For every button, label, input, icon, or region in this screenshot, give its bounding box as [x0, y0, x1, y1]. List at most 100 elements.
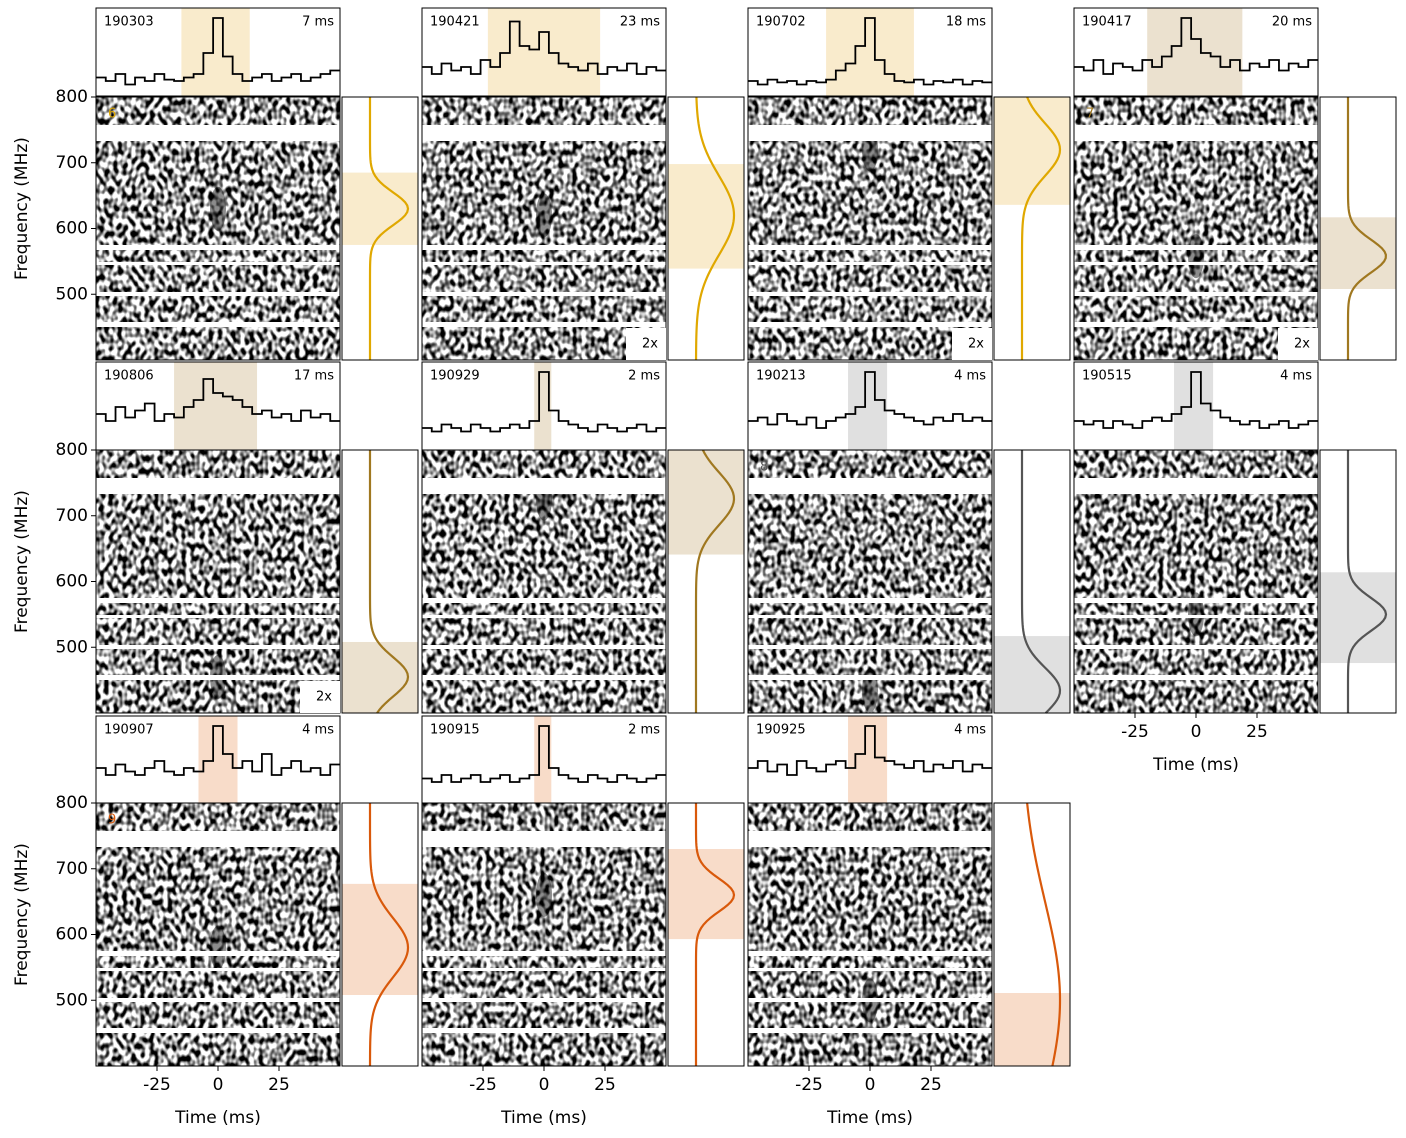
masked-channel: [422, 322, 666, 327]
x-tick-label: 0: [539, 1075, 550, 1095]
waterfall-frame: [1073, 96, 1319, 361]
masked-channel: [748, 262, 992, 265]
masked-channel: [96, 675, 340, 680]
scale-label: 2x: [1294, 337, 1310, 352]
masked-channel: [748, 478, 992, 494]
burst-width: 2 ms: [628, 723, 660, 738]
masked-channel: [422, 645, 666, 649]
profile-frame: [747, 7, 993, 97]
y-tick-label: 700: [56, 506, 88, 526]
masked-channel: [96, 322, 340, 327]
time-window: [181, 8, 250, 96]
profile-line: [422, 20, 666, 75]
spectrum-fit: [368, 97, 410, 360]
masked-channel: [96, 598, 340, 603]
scale-bg: [626, 328, 666, 360]
waterfall-frame: [421, 449, 667, 714]
masked-channel: [96, 831, 340, 847]
waterfall-frame: [421, 96, 667, 361]
waterfall-frame: [747, 96, 993, 361]
masked-channel: [748, 831, 992, 847]
x-tick-label: 25: [268, 1075, 290, 1095]
profile-line: [422, 725, 666, 783]
x-tick-label: -25: [795, 1075, 823, 1095]
y-tick-label: 500: [56, 284, 88, 304]
masked-channel: [1074, 645, 1318, 649]
x-tick-label: 25: [594, 1075, 616, 1095]
waterfall-frame: [747, 449, 993, 714]
burst-name: 190915: [430, 723, 480, 738]
masked-channel: [422, 292, 666, 296]
spectrum-fit: [1020, 450, 1062, 714]
time-window: [848, 716, 888, 804]
freq-window: [342, 172, 418, 245]
masked-channel: [96, 615, 340, 618]
profile-frame: [1073, 7, 1319, 97]
y-axis-label: Frequency (MHz): [12, 490, 32, 633]
burst-width: 23 ms: [620, 15, 660, 30]
spectrum-frame: [341, 802, 419, 1067]
burst-width: 4 ms: [1280, 369, 1312, 384]
spectrum-fit: [694, 803, 736, 1066]
burst-name: 190515: [1082, 369, 1132, 384]
x-axis-label: Time (ms): [174, 1108, 261, 1128]
masked-channel: [748, 615, 992, 618]
spectrum-frame: [667, 802, 745, 1067]
profile-line: [1074, 371, 1318, 429]
profile-line: [96, 378, 340, 422]
x-tick-label: 0: [213, 1075, 224, 1095]
masked-channel: [96, 125, 340, 141]
x-tick-label: 0: [1191, 722, 1202, 742]
masked-channel: [422, 675, 666, 680]
burst-name: 190929: [430, 369, 480, 384]
time-window: [487, 8, 601, 96]
burst-width: 20 ms: [1272, 15, 1312, 30]
profile-line: [96, 17, 340, 86]
scale-label: 2x: [968, 337, 984, 352]
masked-channel: [422, 998, 666, 1002]
masked-channel: [748, 951, 992, 956]
spectrum-fit: [694, 449, 736, 713]
spectrum-frame: [1319, 449, 1397, 714]
burst-width: 4 ms: [302, 723, 334, 738]
x-axis-label: Time (ms): [500, 1108, 587, 1128]
masked-channel: [96, 292, 340, 296]
y-tick-label: 500: [56, 990, 88, 1010]
masked-channel: [1074, 125, 1318, 141]
burst-signal: [210, 925, 226, 970]
time-window: [1174, 362, 1214, 450]
spectrum-frame: [993, 802, 1071, 1067]
freq-window: [994, 97, 1070, 205]
masked-channel: [748, 292, 992, 296]
time-window: [1147, 8, 1243, 96]
masked-channel: [422, 245, 666, 250]
y-tick-label: 600: [56, 219, 88, 239]
masked-channel: [422, 951, 666, 956]
profile-frame: [421, 7, 667, 97]
freq-window: [342, 641, 418, 713]
group-label: 7: [1086, 107, 1094, 122]
group-label: 8: [760, 460, 768, 475]
burst-name: 190303: [104, 15, 154, 30]
burst-width: 2 ms: [628, 369, 660, 384]
masked-channel: [748, 598, 992, 603]
spectrum-fit: [1346, 97, 1387, 360]
x-tick-label: 25: [920, 1075, 942, 1095]
burst-name: 190925: [756, 723, 806, 738]
masked-channel: [748, 245, 992, 250]
spectrum-fit: [368, 450, 410, 714]
y-axis-label: Frequency (MHz): [12, 843, 32, 986]
masked-channel: [96, 968, 340, 971]
masked-channel: [748, 645, 992, 649]
y-tick-label: 800: [56, 793, 88, 813]
freq-window: [668, 450, 744, 555]
spectrum-fit: [368, 803, 410, 1067]
spectrum-frame: [993, 96, 1071, 361]
masked-channel: [422, 478, 666, 494]
masked-channel: [748, 125, 992, 141]
x-axis-label: Time (ms): [1152, 755, 1239, 775]
burst-width: 18 ms: [946, 15, 986, 30]
scale-bg: [952, 328, 992, 360]
spectrum-fit: [1346, 450, 1388, 713]
